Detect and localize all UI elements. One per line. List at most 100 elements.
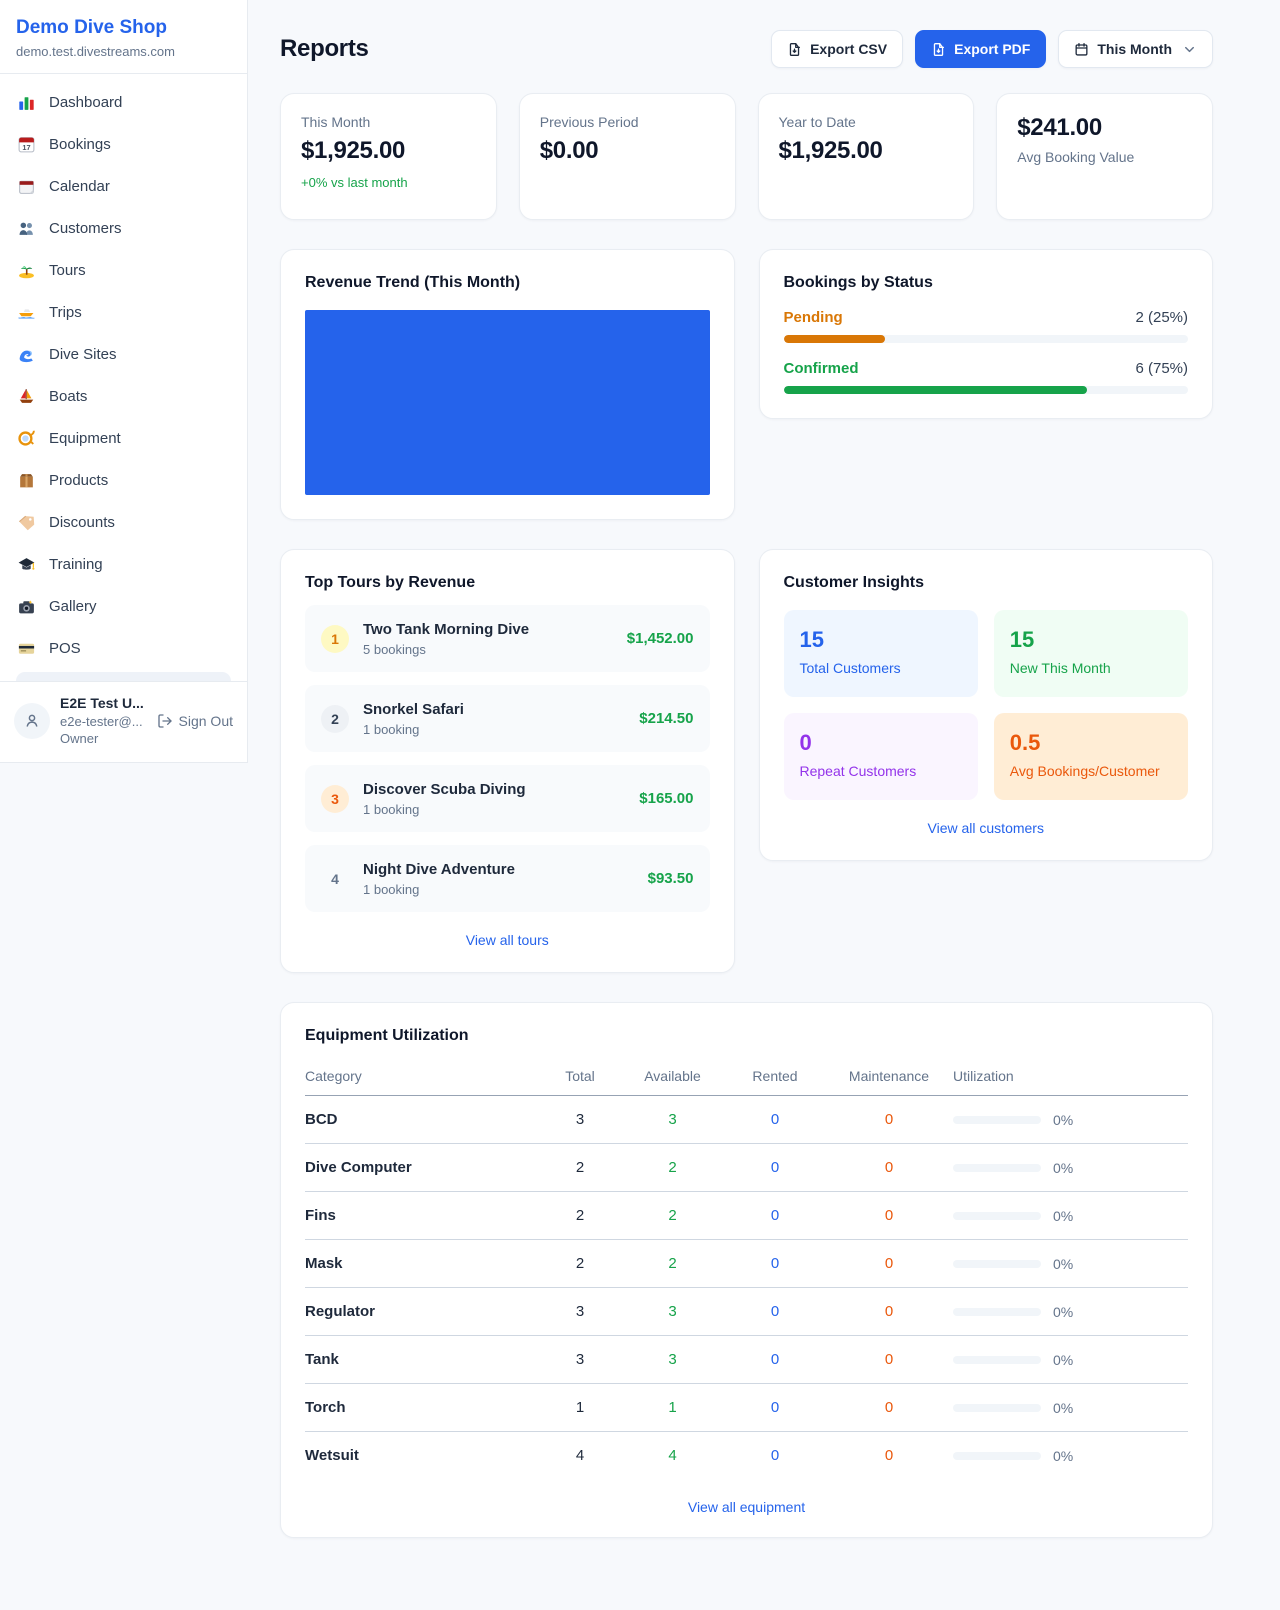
cell-available: 4 bbox=[668, 1447, 677, 1464]
equipment-utilization-title: Equipment Utilization bbox=[305, 1027, 469, 1044]
tour-row: 3 Discover Scuba Diving 1 booking $165.0… bbox=[305, 765, 710, 832]
sidebar-item-boats[interactable]: Boats bbox=[8, 378, 239, 415]
top-tours-title: Top Tours by Revenue bbox=[305, 574, 476, 591]
utilization-bar bbox=[953, 1451, 1041, 1460]
sign-out-button[interactable]: Sign Out bbox=[157, 713, 233, 729]
sidebar-item-training[interactable]: Training bbox=[8, 546, 239, 583]
cell-maintenance: 0 bbox=[825, 1335, 953, 1384]
table-row: Torch 1 1 0 0 0% bbox=[305, 1383, 1188, 1432]
view-all-equipment-link[interactable]: View all equipment bbox=[687, 1499, 806, 1515]
utilization-bar bbox=[953, 1115, 1041, 1124]
sidebar-item-label: Customers bbox=[49, 220, 122, 237]
status-count: 2 (25%) bbox=[1135, 309, 1188, 326]
speedboat-icon bbox=[17, 303, 36, 322]
sidebar-item-tours[interactable]: Tours bbox=[8, 252, 239, 289]
sidebar-item-dashboard[interactable]: Dashboard bbox=[8, 84, 239, 121]
sidebar-item-discounts[interactable]: Discounts bbox=[8, 504, 239, 541]
sidebar-item-pos[interactable]: POS bbox=[8, 630, 239, 667]
utilization-bar bbox=[953, 1355, 1041, 1364]
graduation-cap-icon bbox=[17, 555, 36, 574]
export-pdf-button[interactable]: Export PDF bbox=[915, 30, 1047, 68]
utilization-percent: 0% bbox=[1053, 1255, 1074, 1272]
cell-maintenance: 0 bbox=[825, 1383, 953, 1432]
diving-mask-icon bbox=[17, 429, 36, 448]
sidebar-item-products[interactable]: Products bbox=[8, 462, 239, 499]
sidebar-item-dive-sites[interactable]: Dive Sites bbox=[8, 336, 239, 373]
sidebar-item-equipment[interactable]: Equipment bbox=[8, 420, 239, 457]
cell-rented: 0 bbox=[725, 1095, 825, 1144]
sailboat-icon bbox=[17, 387, 36, 406]
cell-available: 3 bbox=[620, 1287, 725, 1336]
cell-category: Regulator bbox=[305, 1287, 540, 1336]
cell-category: Torch bbox=[305, 1383, 540, 1432]
export-csv-button[interactable]: Export CSV bbox=[771, 30, 904, 68]
calendar-icon bbox=[1075, 42, 1088, 56]
table-row: Tank 3 3 0 0 0% bbox=[305, 1335, 1188, 1384]
island-icon bbox=[17, 261, 36, 280]
status-bar-track bbox=[783, 335, 1188, 343]
sidebar-item-label: POS bbox=[49, 640, 81, 657]
calendar-date-icon: 17 bbox=[17, 135, 36, 154]
cell-rented: 0 bbox=[725, 1191, 825, 1240]
utilization-percent: 0% bbox=[1053, 1111, 1074, 1128]
sidebar-item-label: Gallery bbox=[49, 598, 97, 615]
sidebar-item-label: Dashboard bbox=[49, 94, 123, 111]
sidebar-nav: Dashboard 17 Bookings Calendar Customers… bbox=[0, 74, 247, 681]
tag-icon bbox=[17, 513, 36, 532]
tour-name: Snorkel Safari bbox=[363, 700, 464, 718]
cell-rented: 0 bbox=[725, 1335, 825, 1384]
page-title: Reports bbox=[280, 35, 369, 62]
cell-category: Tank bbox=[305, 1335, 540, 1384]
revenue-trend-chart bbox=[305, 310, 710, 495]
sidebar-item-trips[interactable]: Trips bbox=[8, 294, 239, 331]
revenue-trend-title: Revenue Trend (This Month) bbox=[305, 274, 521, 291]
revenue-trend-card: Revenue Trend (This Month) bbox=[280, 249, 735, 520]
stat-card-year-to-date: Year to Date $1,925.00 bbox=[757, 93, 975, 220]
sidebar-item-bookings[interactable]: 17 Bookings bbox=[8, 126, 239, 163]
rank-badge: 1 bbox=[321, 624, 349, 653]
credit-card-icon bbox=[17, 639, 36, 658]
utilization-bar bbox=[953, 1211, 1041, 1220]
equipment-table: Category Total Available Rented Maintena… bbox=[305, 1057, 1188, 1479]
stat-cards: This Month $1,925.00 +0% vs last month P… bbox=[280, 93, 1213, 220]
view-all-customers-link[interactable]: View all customers bbox=[927, 820, 1044, 836]
period-dropdown[interactable]: This Month bbox=[1058, 30, 1213, 68]
tile-total-customers: 15 Total Customers bbox=[783, 610, 978, 697]
sidebar-item-gallery[interactable]: Gallery bbox=[8, 588, 239, 625]
sidebar-item-label: Equipment bbox=[49, 430, 121, 447]
view-all-tours-link[interactable]: View all tours bbox=[465, 932, 549, 948]
sidebar-item-label: Calendar bbox=[49, 178, 110, 195]
status-bar-fill bbox=[783, 335, 885, 343]
tile-new-this-month: 15 New This Month bbox=[993, 610, 1188, 697]
utilization-percent: 0% bbox=[1053, 1351, 1074, 1368]
cell-total: 2 bbox=[540, 1239, 620, 1288]
camera-icon bbox=[17, 597, 36, 616]
table-row: Mask 2 2 0 0 0% bbox=[305, 1239, 1188, 1288]
cell-available: 2 bbox=[620, 1143, 725, 1192]
avatar bbox=[14, 702, 50, 739]
cell-category: BCD bbox=[305, 1095, 540, 1144]
logout-icon bbox=[157, 714, 172, 728]
sidebar-item-customers[interactable]: Customers bbox=[8, 210, 239, 247]
cell-available: 2 bbox=[620, 1239, 725, 1288]
wave-icon bbox=[17, 345, 36, 364]
tile-label: New This Month bbox=[1009, 660, 1111, 676]
user-section: E2E Test U... e2e-tester@... Owner Sign … bbox=[0, 681, 247, 762]
partially-scrolled-nav-item bbox=[16, 672, 231, 681]
utilization-percent: 0% bbox=[1053, 1207, 1074, 1224]
notepad-calendar-icon bbox=[17, 177, 36, 196]
cell-rented: 0 bbox=[725, 1143, 825, 1192]
utilization-percent: 0% bbox=[1053, 1303, 1074, 1320]
stat-label: Previous Period bbox=[539, 114, 639, 130]
cell-total: 4 bbox=[575, 1447, 585, 1464]
cell-total: 2 bbox=[540, 1191, 620, 1240]
shop-domain: demo.test.divestreams.com bbox=[16, 44, 175, 59]
cell-maintenance: 0 bbox=[825, 1143, 953, 1192]
tour-revenue: $93.50 bbox=[647, 870, 694, 887]
sidebar-item-calendar[interactable]: Calendar bbox=[8, 168, 239, 205]
stat-delta: +0% vs last month bbox=[301, 175, 408, 190]
table-row: Dive Computer 2 2 0 0 0% bbox=[305, 1143, 1188, 1192]
main-content: Reports Export CSV Export PDF This Month… bbox=[248, 0, 1280, 1580]
stat-card-avg-booking-value: $241.00 Avg Booking Value bbox=[996, 93, 1213, 220]
cell-rented: 0 bbox=[725, 1287, 825, 1336]
